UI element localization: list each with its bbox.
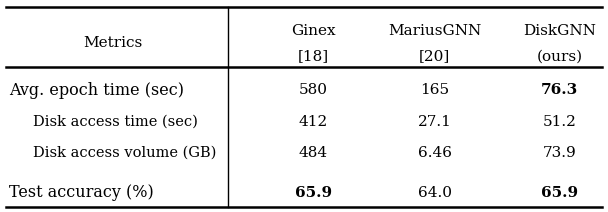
Text: DiskGNN: DiskGNN bbox=[523, 24, 596, 38]
Text: 51.2: 51.2 bbox=[542, 115, 576, 129]
Text: 76.3: 76.3 bbox=[541, 83, 578, 97]
Text: 484: 484 bbox=[299, 146, 328, 160]
Text: Disk access time (sec): Disk access time (sec) bbox=[33, 115, 198, 129]
Text: Test accuracy (%): Test accuracy (%) bbox=[9, 184, 154, 201]
Text: [20]: [20] bbox=[419, 49, 451, 63]
Text: 73.9: 73.9 bbox=[542, 146, 576, 160]
Text: 165: 165 bbox=[420, 83, 449, 97]
Text: 412: 412 bbox=[299, 115, 328, 129]
Text: 65.9: 65.9 bbox=[294, 186, 332, 200]
Text: Disk access volume (GB): Disk access volume (GB) bbox=[33, 146, 217, 160]
Text: 27.1: 27.1 bbox=[418, 115, 452, 129]
Text: 64.0: 64.0 bbox=[418, 186, 452, 200]
Text: 580: 580 bbox=[299, 83, 328, 97]
Text: [18]: [18] bbox=[297, 49, 329, 63]
Text: 6.46: 6.46 bbox=[418, 146, 452, 160]
Text: (ours): (ours) bbox=[536, 49, 582, 63]
Text: Avg. epoch time (sec): Avg. epoch time (sec) bbox=[9, 82, 184, 99]
Text: 65.9: 65.9 bbox=[541, 186, 578, 200]
Text: Metrics: Metrics bbox=[83, 36, 142, 50]
Text: MariusGNN: MariusGNN bbox=[388, 24, 482, 38]
Text: Ginex: Ginex bbox=[291, 24, 336, 38]
